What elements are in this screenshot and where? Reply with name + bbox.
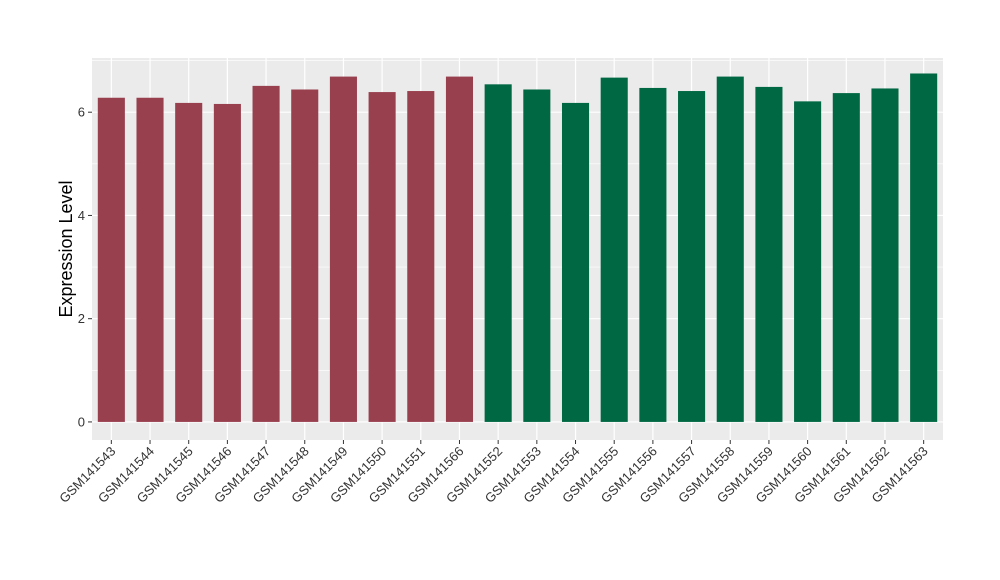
bar-GSM141560 [794, 101, 822, 422]
bar-GSM141545 [175, 102, 203, 422]
bar-GSM141546 [213, 103, 241, 422]
y-axis-title: Expression Level [56, 180, 76, 317]
bar-GSM141547 [252, 85, 280, 422]
bar-GSM141543 [97, 97, 125, 422]
bar-GSM141555 [600, 77, 628, 422]
bar-GSM141559 [755, 86, 783, 422]
bar-GSM141561 [832, 93, 860, 422]
bar-GSM141550 [368, 92, 396, 422]
bar-GSM141544 [136, 97, 164, 422]
bar-GSM141556 [639, 87, 667, 422]
x-axis: GSM141543GSM141544GSM141545GSM141546GSM1… [56, 440, 931, 506]
bar-GSM141563 [910, 73, 938, 422]
bar-GSM141551 [407, 91, 435, 422]
bars [97, 73, 938, 422]
bar-GSM141562 [871, 88, 899, 422]
y-tick-label: 0 [78, 414, 85, 429]
bar-GSM141554 [561, 102, 590, 422]
y-tick-label: 4 [78, 208, 85, 223]
bar-GSM141552 [484, 84, 512, 422]
y-axis: 0 2 4 6 [78, 105, 92, 429]
y-tick-label: 2 [78, 311, 85, 326]
y-tick-label: 6 [78, 105, 85, 120]
bar-GSM141566 [445, 76, 474, 422]
bar-GSM141548 [291, 89, 319, 422]
bar-GSM141549 [329, 76, 357, 422]
bar-GSM141557 [678, 91, 706, 422]
bar-GSM141553 [523, 89, 551, 422]
bar-GSM141558 [716, 76, 744, 422]
